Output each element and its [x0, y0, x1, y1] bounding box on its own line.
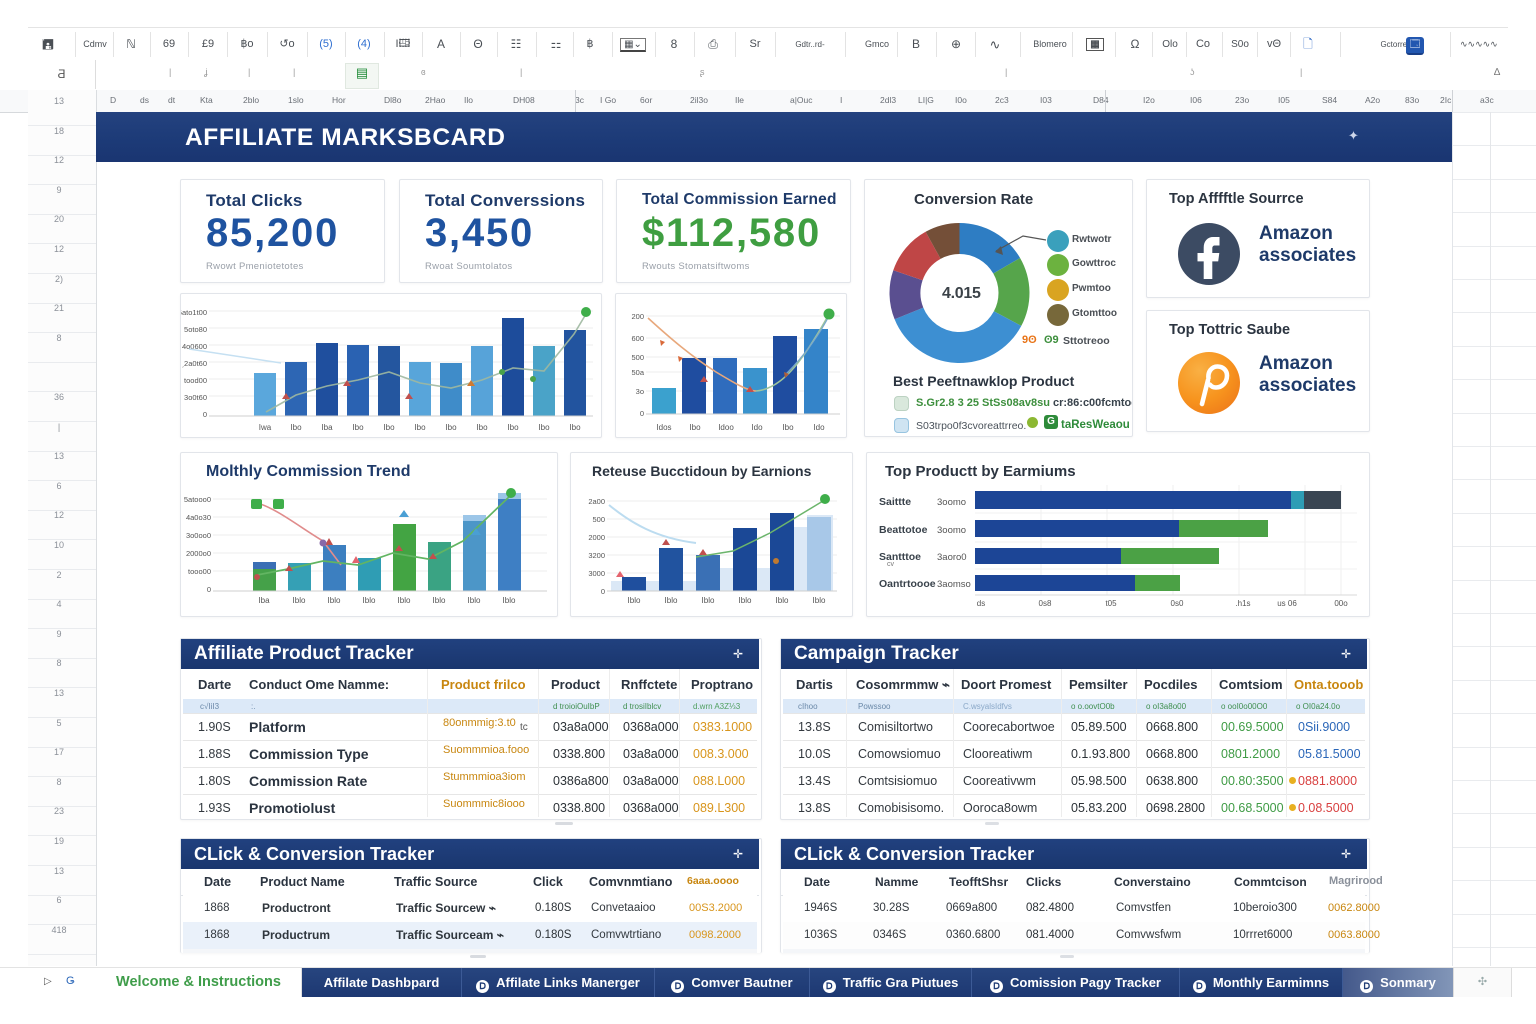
svg-text:5atooo0: 5atooo0 — [184, 495, 211, 504]
svg-text:0: 0 — [640, 409, 644, 418]
svg-text:Ibo: Ibo — [445, 423, 457, 432]
svg-text:Iblo: Iblo — [293, 596, 306, 605]
svg-text:50a: 50a — [631, 368, 644, 377]
svg-text:Iblo: Iblo — [328, 596, 341, 605]
svg-text:Idos: Idos — [656, 423, 671, 432]
svg-text:2000o0: 2000o0 — [186, 549, 211, 558]
svg-text:3oomo: 3oomo — [937, 525, 966, 536]
svg-text:4a0o30: 4a0o30 — [186, 513, 211, 522]
svg-text:3o0t60: 3o0t60 — [184, 393, 207, 402]
svg-text:t05: t05 — [1105, 599, 1117, 608]
svg-text:500: 500 — [592, 515, 605, 524]
svg-text:3aoro0: 3aoro0 — [937, 552, 967, 563]
svg-text:3aomso: 3aomso — [937, 579, 971, 590]
svg-text:Iba: Iba — [258, 596, 270, 605]
svg-text:Iblo: Iblo — [628, 596, 641, 605]
svg-text:cv: cv — [887, 561, 895, 568]
svg-text:tooo00: tooo00 — [188, 567, 211, 576]
svg-text:Iba: Iba — [321, 423, 333, 432]
svg-text:0: 0 — [203, 410, 207, 419]
svg-text:Ibo: Ibo — [476, 423, 488, 432]
svg-text:Beattotoe: Beattotoe — [879, 524, 928, 536]
svg-text:2a00: 2a00 — [588, 497, 605, 506]
svg-text:0s0: 0s0 — [1171, 599, 1184, 608]
svg-text:3200: 3200 — [588, 551, 605, 560]
svg-text:Ibo: Ibo — [782, 423, 794, 432]
svg-text:500: 500 — [631, 353, 644, 362]
svg-text:Iblo: Iblo — [363, 596, 376, 605]
svg-text:us 06: us 06 — [1277, 599, 1297, 608]
svg-text:Ibo: Ibo — [569, 423, 581, 432]
svg-text:3o0oo0: 3o0oo0 — [186, 531, 211, 540]
svg-text:Iblo: Iblo — [468, 596, 481, 605]
svg-text:ˏ2a0t60: ˏ2a0t60 — [182, 359, 207, 368]
svg-text:.h1s: .h1s — [1235, 599, 1250, 608]
svg-text:6ato1t00: 6ato1t00 — [181, 308, 207, 317]
svg-text:Ibo: Ibo — [352, 423, 364, 432]
svg-text:3o: 3o — [636, 387, 644, 396]
svg-text:Iblo: Iblo — [665, 596, 678, 605]
svg-text:600: 600 — [631, 334, 644, 343]
svg-text:00o: 00o — [1334, 599, 1348, 608]
svg-text:Ibo: Ibo — [689, 423, 701, 432]
svg-text:0s8: 0s8 — [1039, 599, 1052, 608]
svg-text:0: 0 — [207, 585, 211, 594]
svg-text:Iblo: Iblo — [398, 596, 411, 605]
svg-text:Iwa: Iwa — [259, 423, 272, 432]
svg-text:200: 200 — [631, 312, 644, 321]
svg-text:Iblo: Iblo — [739, 596, 752, 605]
svg-text:Ibo: Ibo — [290, 423, 302, 432]
svg-text:Iblo: Iblo — [702, 596, 715, 605]
svg-text:tood00: tood00 — [184, 376, 207, 385]
svg-text:4o0600: 4o0600 — [182, 342, 207, 351]
svg-text:Ido: Ido — [813, 423, 825, 432]
svg-text:Santttoe: Santttoe — [879, 551, 921, 563]
svg-text:Iblo: Iblo — [503, 596, 516, 605]
svg-text:Saittte: Saittte — [879, 496, 911, 508]
svg-text:Iblo: Iblo — [776, 596, 789, 605]
svg-text:ds: ds — [977, 599, 985, 608]
svg-text:3000: 3000 — [588, 569, 605, 578]
svg-text:Ido: Ido — [751, 423, 763, 432]
svg-text:Iblo: Iblo — [433, 596, 446, 605]
svg-text:Iblo: Iblo — [813, 596, 826, 605]
svg-text:Ibo: Ibo — [538, 423, 550, 432]
svg-text:5oto80: 5oto80 — [184, 325, 207, 334]
svg-text:Ibo: Ibo — [414, 423, 426, 432]
svg-text:Ibo: Ibo — [383, 423, 395, 432]
svg-text:0: 0 — [601, 587, 605, 596]
svg-text:Oantrtoooe: Oantrtoooe — [879, 578, 936, 590]
svg-text:Idoo: Idoo — [718, 423, 734, 432]
svg-text:Ibo: Ibo — [507, 423, 519, 432]
svg-text:2000: 2000 — [588, 533, 605, 542]
svg-text:3oomo: 3oomo — [937, 497, 966, 508]
